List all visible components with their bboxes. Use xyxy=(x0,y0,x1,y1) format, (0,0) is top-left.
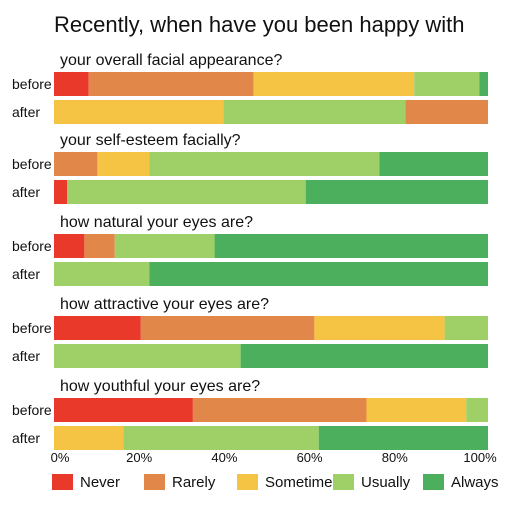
bar-segment-always xyxy=(318,426,488,450)
bar-segment-rarely xyxy=(88,72,254,96)
bar-segment-sometimes xyxy=(97,152,150,176)
bar-segment-usually xyxy=(223,100,406,124)
legend-item-never: Never xyxy=(52,474,120,491)
legend-item-always: Always xyxy=(423,474,499,491)
legend-swatch xyxy=(237,474,258,490)
bar-segment-always xyxy=(149,262,489,286)
x-tick-label: 0% xyxy=(51,450,70,465)
bar-segment-sometimes xyxy=(366,398,467,422)
bar-segment-always xyxy=(379,152,488,176)
x-tick-label: 20% xyxy=(126,450,152,465)
bar-segment-sometimes xyxy=(314,316,445,340)
legend-label: Always xyxy=(451,474,499,491)
bar-segment-rarely xyxy=(54,152,98,176)
legend-label: Sometimes xyxy=(265,474,340,491)
question-label: how natural your eyes are? xyxy=(60,214,253,231)
bar-segment-usually xyxy=(123,426,319,450)
question-group: how attractive your eyes are? before after xyxy=(12,296,488,368)
bar-segment-rarely xyxy=(405,100,488,124)
bar-segment-usually xyxy=(54,344,241,368)
bar-segment-usually xyxy=(466,398,488,422)
bar-segment-never xyxy=(54,180,68,204)
x-tick-label: 40% xyxy=(211,450,237,465)
bar-segment-always xyxy=(240,344,488,368)
question-label: how attractive your eyes are? xyxy=(60,296,269,313)
legend-label: Never xyxy=(80,474,120,491)
bar-segment-sometimes xyxy=(253,72,415,96)
bar-segment-rarely xyxy=(84,234,115,258)
bar-segment-sometimes xyxy=(54,100,224,124)
bar-segment-never xyxy=(54,398,193,422)
bar-segment-usually xyxy=(54,262,150,286)
legend-item-sometimes: Sometimes xyxy=(237,474,340,491)
legend-label: Usually xyxy=(361,474,411,491)
bar-segment-never xyxy=(54,72,89,96)
bar-segment-sometimes xyxy=(54,426,124,450)
row-label-before: before xyxy=(12,76,52,92)
bar-segment-never xyxy=(54,234,85,258)
x-tick-label: 80% xyxy=(382,450,408,465)
bar-segment-rarely xyxy=(192,398,367,422)
bar-segment-always xyxy=(479,72,488,96)
bar-segment-always xyxy=(305,180,488,204)
legend-label: Rarely xyxy=(172,474,216,491)
chart-title: Recently, when have you been happy with xyxy=(54,12,465,37)
legend-item-usually: Usually xyxy=(333,474,411,491)
bar-segment-usually xyxy=(114,234,215,258)
row-label-before: before xyxy=(12,320,52,336)
question-groups: your overall facial appearance? before aft… xyxy=(12,52,489,450)
row-label-after: after xyxy=(12,184,40,200)
legend-item-rarely: Rarely xyxy=(144,474,216,491)
x-tick-label: 100% xyxy=(463,450,497,465)
bar-segment-never xyxy=(54,316,141,340)
question-label: your self-esteem facially? xyxy=(60,132,241,149)
row-label-after: after xyxy=(12,266,40,282)
question-group: how youthful your eyes are? before after xyxy=(12,378,488,450)
question-group: your overall facial appearance? before aft… xyxy=(12,52,488,124)
row-label-before: before xyxy=(12,156,52,172)
bar-segment-usually xyxy=(67,180,306,204)
bar-segment-usually xyxy=(414,72,480,96)
question-group: your self-esteem facially? before after xyxy=(12,132,488,204)
legend-swatch xyxy=(52,474,73,490)
x-axis: 0% 20% 40% 60% 80% 100% xyxy=(51,450,497,465)
question-group: how natural your eyes are? before after xyxy=(12,214,489,286)
x-tick-label: 60% xyxy=(297,450,323,465)
row-label-after: after xyxy=(12,348,40,364)
bar-segment-usually xyxy=(149,152,380,176)
legend-swatch xyxy=(144,474,165,490)
legend-swatch xyxy=(423,474,444,490)
row-label-before: before xyxy=(12,238,52,254)
legend-swatch xyxy=(333,474,354,490)
legend: Never Rarely Sometimes Usually Always xyxy=(52,474,499,491)
question-label: how youthful your eyes are? xyxy=(60,378,260,395)
bar-segment-usually xyxy=(444,316,488,340)
row-label-before: before xyxy=(12,402,52,418)
bar-segment-always xyxy=(214,234,488,258)
row-label-after: after xyxy=(12,430,40,446)
bar-segment-rarely xyxy=(140,316,315,340)
question-label: your overall facial appearance? xyxy=(60,52,282,69)
row-label-after: after xyxy=(12,104,40,120)
